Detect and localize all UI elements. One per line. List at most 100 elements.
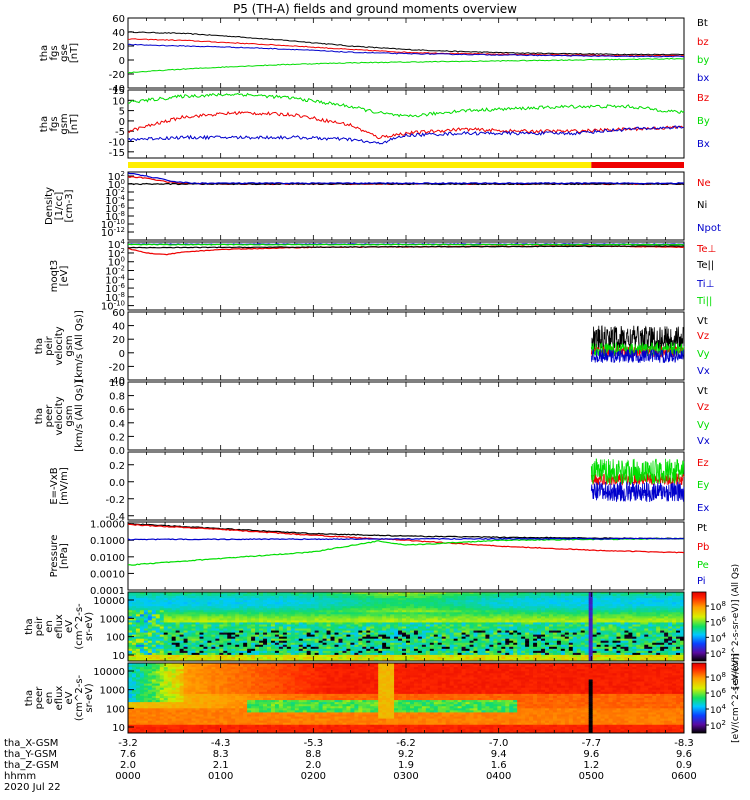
peir_spectrogram-cell — [159, 618, 165, 621]
peir_spectrogram-cell — [616, 648, 621, 652]
peir_spectrogram-cell — [628, 600, 633, 603]
peir_spectrogram-cell — [537, 622, 542, 625]
efield-ylabel: [mV/m] — [59, 467, 70, 505]
peir_spectrogram-cell — [306, 638, 312, 642]
peir_spectrogram-cell — [473, 596, 478, 599]
peir_spectrogram-cell — [437, 642, 443, 646]
peir_spectrogram-cell — [374, 610, 379, 613]
peir_spectrogram-cell — [179, 642, 184, 646]
peir_spectrogram-cell — [529, 648, 534, 652]
peir_spectrogram-cell — [513, 600, 518, 603]
peir_spectrogram-cell — [199, 646, 204, 650]
peir_spectrogram-cell — [302, 594, 308, 597]
peir_spectrogram-cell — [310, 650, 316, 654]
peir_spectrogram-cell — [354, 616, 359, 619]
peir_spectrogram-cell — [267, 638, 272, 642]
peir_spectrogram-cell — [525, 634, 530, 638]
peir_spectrogram-cell — [628, 592, 633, 595]
peir_spectrogram-cell — [342, 634, 347, 638]
peir_spectrogram-cell — [318, 616, 323, 619]
peir_spectrogram-cell — [580, 594, 586, 597]
peir_spectrogram-cell — [469, 638, 474, 642]
peir_spectrogram-cell — [278, 614, 284, 617]
peir_spectrogram-cell — [147, 596, 153, 599]
peir_spectrogram-cell — [453, 636, 459, 640]
peir_spectrogram-cell — [235, 644, 240, 648]
peir_spectrogram-cell — [211, 610, 216, 613]
peir_spectrogram-cell — [461, 656, 466, 660]
peir_spectrogram-cell — [413, 614, 419, 617]
peir_spectrogram-cell — [167, 620, 173, 623]
peir_spectrogram-cell — [580, 644, 586, 648]
peir_spectrogram-cell — [255, 648, 260, 652]
peir_spectrogram-cell — [608, 604, 613, 607]
peir_spectrogram-cell — [342, 596, 347, 599]
peir_spectrogram-cell — [556, 598, 562, 601]
peir_spectrogram-cell — [521, 608, 526, 611]
peir_spectrogram-cell — [247, 644, 252, 648]
peir_spectrogram-cell — [560, 648, 566, 652]
peir_spectrogram-cell — [294, 638, 300, 642]
peir_spectrogram-cell — [513, 646, 518, 650]
peir_spectrogram-cell — [274, 624, 280, 627]
peir_spectrogram-cell — [259, 632, 264, 636]
peir_spectrogram-cell — [362, 636, 367, 640]
peir_spectrogram-cell — [187, 652, 192, 656]
peir_spectrogram-cell — [378, 592, 383, 595]
peir_spectrogram-cell — [163, 646, 169, 650]
peir_spectrogram-cell — [505, 622, 510, 625]
peir_spectrogram-cell — [501, 594, 506, 597]
peir_spectrogram-cell — [155, 594, 161, 597]
peir_spectrogram-cell — [580, 610, 586, 613]
peir_spectrogram-cell — [310, 628, 316, 631]
peir_spectrogram-cell — [278, 622, 284, 625]
peir_spectrogram-cell — [481, 624, 486, 627]
peir_spectrogram-cell — [378, 616, 383, 619]
peir_spectrogram-cell — [274, 608, 280, 611]
temperature-legend-Te⊥: Te⊥ — [696, 244, 716, 255]
peir_spectrogram-cell — [282, 600, 288, 603]
peir_spectrogram-cell — [243, 606, 248, 609]
peir_spectrogram-cell — [330, 592, 335, 595]
peir_spectrogram-cell — [580, 600, 586, 603]
peir_spectrogram-cell — [584, 642, 590, 646]
peir_spectrogram-cell — [390, 606, 395, 609]
peir_spectrogram-cell — [306, 614, 312, 617]
peir_spectrogram-cell — [227, 606, 232, 609]
peir_spectrogram-cell — [624, 656, 629, 660]
peir_spectrogram-cell — [398, 602, 403, 605]
peir_spectrogram-cell — [267, 650, 272, 654]
peir_spectrogram-cell — [417, 632, 423, 636]
peir_spectrogram-cell — [215, 618, 220, 621]
peir_spectrogram-cell — [541, 612, 546, 615]
peir_spectrogram-cell — [616, 606, 621, 609]
peir_spectrogram-cell — [302, 658, 308, 662]
peir_spectrogram-cell — [278, 620, 284, 623]
peir_spectrogram-cell — [568, 650, 574, 654]
peir_spectrogram-cell — [513, 630, 518, 633]
peir_spectrogram-cell — [541, 598, 546, 601]
peir_spectrogram-cell — [267, 642, 272, 646]
peir_spectrogram-cell — [374, 656, 379, 660]
peir_spectrogram-cell — [231, 644, 236, 648]
peir_spectrogram-cell — [465, 628, 470, 631]
peir_spectrogram-cell — [473, 634, 478, 638]
peir_spectrogram-cell — [493, 656, 498, 660]
peir_spectrogram-cell — [449, 632, 455, 636]
peir_spectrogram-cell — [326, 648, 331, 652]
peir_spectrogram-cell — [390, 648, 395, 652]
peir_spectrogram-cell — [163, 628, 169, 631]
peir_spectrogram-cell — [346, 618, 351, 621]
peir_spectrogram-cell — [394, 612, 399, 615]
peir_spectrogram-cell — [338, 614, 343, 617]
peir_spectrogram-cell — [429, 608, 435, 611]
peir_spectrogram-cell — [171, 654, 177, 658]
peir_spectrogram-cell — [263, 630, 268, 633]
peir_spectrogram-cell — [183, 658, 188, 662]
peir_spectrogram-cell — [545, 658, 550, 662]
peir_spectrogram-cell — [239, 644, 244, 648]
peir_spectrogram-cell — [600, 606, 605, 609]
peir_spectrogram-cell — [294, 626, 300, 629]
peir_spectrogram-cell — [497, 622, 502, 625]
peir_spectrogram-cell — [219, 604, 224, 607]
